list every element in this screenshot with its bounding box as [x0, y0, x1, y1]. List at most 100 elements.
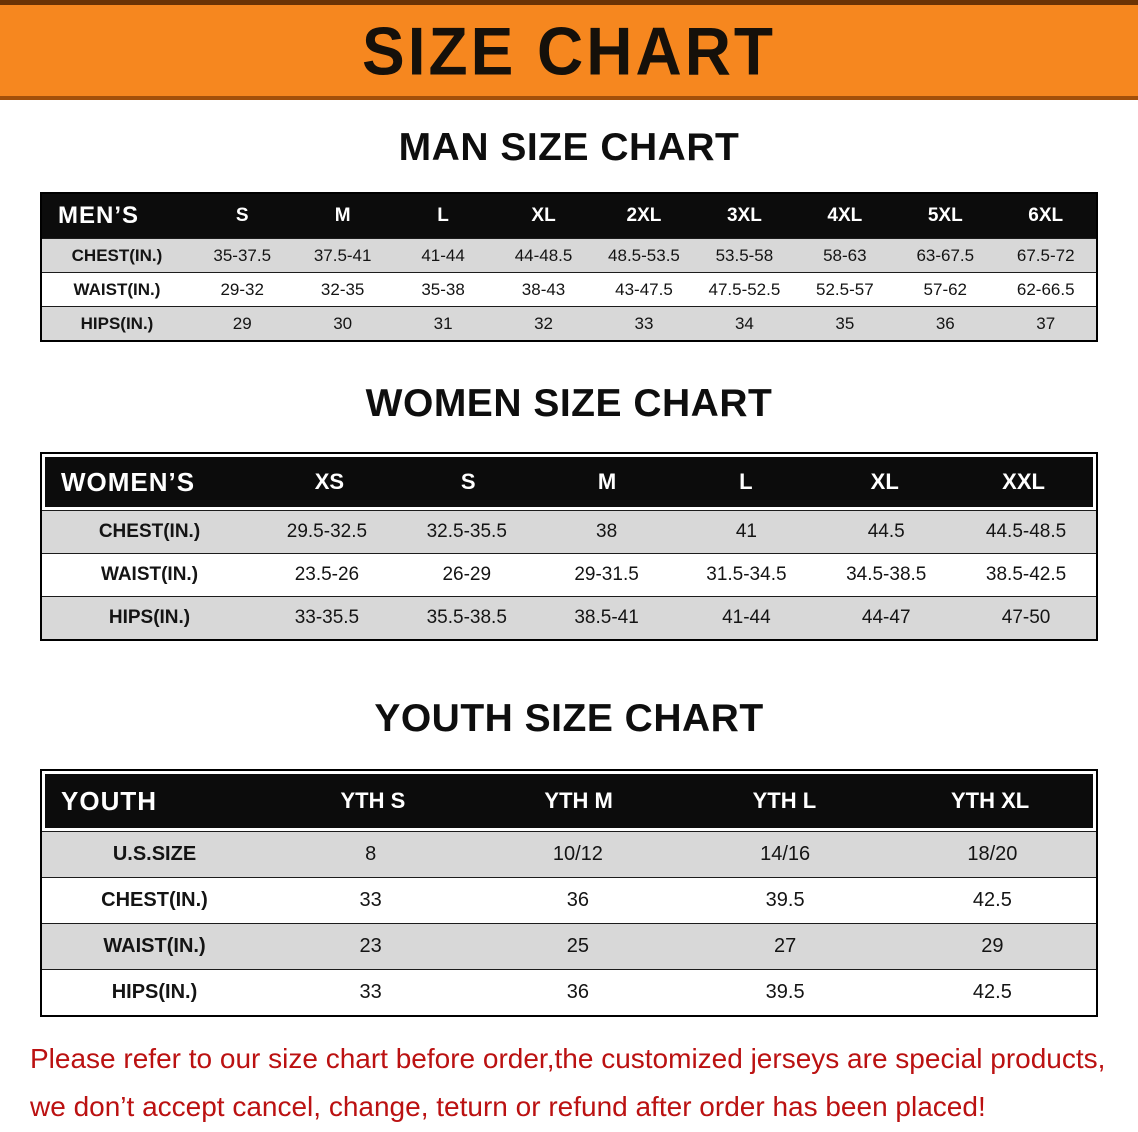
- cell-value: 25: [566, 935, 589, 957]
- cell-value: 38.5-42.5: [985, 564, 1067, 585]
- cell-value: 29: [981, 935, 1004, 957]
- row-label: CHEST(IN.): [71, 245, 163, 265]
- cell-value: 36: [935, 313, 955, 333]
- cell-value: 48.5-53.5: [608, 245, 680, 265]
- cell-value: 53.5-58: [715, 245, 774, 265]
- cell-value: 44.5: [867, 521, 905, 542]
- size-column-header: YTH L: [752, 788, 817, 813]
- table-row: WAIST(IN.) 23.5-26 26-29 29-31.5 31.5-34.5 34…: [42, 553, 1096, 596]
- cell-value: 8: [365, 843, 377, 865]
- cell-value: 41-44: [722, 607, 771, 628]
- size-column-header: S: [235, 205, 249, 226]
- cell-value: 39.5: [765, 981, 805, 1003]
- cell-value: 47-50: [1001, 607, 1051, 628]
- cell-value: 14/16: [760, 843, 811, 865]
- cell-value: 38.5-41: [574, 607, 639, 628]
- size-column-header: YTH XL: [951, 788, 1030, 813]
- table-row: CHEST(IN.) 35-37.5 37.5-41 41-44 44-48.5 48.5…: [42, 238, 1096, 272]
- cell-value: 62-66.5: [1016, 279, 1075, 299]
- man-section-heading: MAN SIZE CHART: [398, 126, 740, 169]
- size-column-header: XL: [531, 205, 556, 226]
- cell-value: 38-43: [521, 279, 566, 299]
- size-column-header: 4XL: [827, 205, 863, 226]
- cell-value: 29-32: [220, 279, 264, 299]
- cell-value: 44-47: [861, 607, 911, 628]
- table-row: HIPS(IN.) 33-35.5 35.5-38.5 38.5-41 41-44 44-…: [42, 596, 1096, 639]
- disclaimer: Please refer to our size chart before or…: [30, 1035, 1114, 1130]
- youth-size-table: YOUTH YTH S YTH M YTH L YTH XL U.S.SIZE 8 10/12…: [40, 769, 1098, 1017]
- row-label: HIPS(IN.): [80, 313, 154, 333]
- row-label: WAIST(IN.): [103, 935, 206, 957]
- table-header-row: WOMEN’S XS S M L XL XXL: [42, 454, 1096, 510]
- size-column-header: XS: [314, 469, 345, 494]
- cell-value: 42.5: [972, 889, 1012, 911]
- disclaimer-line-2: we don’t accept cancel, change, teturn o…: [30, 1090, 986, 1122]
- cell-value: 29: [232, 313, 252, 333]
- row-label: CHEST(IN.): [98, 521, 201, 542]
- cell-value: 39.5: [765, 889, 805, 911]
- disclaimer-line-1: Please refer to our size chart before or…: [30, 1043, 1106, 1074]
- size-column-header: L: [437, 205, 449, 226]
- cell-value: 37.5-41: [313, 245, 372, 265]
- row-label: WAIST(IN.): [100, 564, 199, 585]
- women-size-table: WOMEN’S XS S M L XL XXL CHEST(IN.) 29.5-32.5 32.5…: [40, 452, 1098, 641]
- youth-section-heading: YOUTH SIZE CHART: [374, 697, 764, 740]
- cell-value: 35: [835, 313, 855, 333]
- cell-value: 67.5-72: [1016, 245, 1075, 265]
- table-row: HIPS(IN.) 33 36 39.5 42.5: [42, 969, 1096, 1015]
- cell-value: 42.5: [972, 981, 1012, 1003]
- size-column-header: XL: [870, 469, 899, 494]
- cell-value: 44-48.5: [514, 245, 573, 265]
- size-column-header: M: [334, 205, 351, 226]
- size-column-header: 6XL: [1028, 205, 1064, 226]
- table-row: CHEST(IN.) 29.5-32.5 32.5-35.5 38 41 44.5 44.5…: [42, 510, 1096, 553]
- cell-value: 36: [566, 889, 589, 911]
- cell-value: 35-38: [421, 279, 465, 299]
- cell-value: 10/12: [552, 843, 603, 865]
- row-label: HIPS(IN.): [111, 981, 198, 1003]
- table-row: CHEST(IN.) 33 36 39.5 42.5: [42, 877, 1096, 923]
- size-column-header: XXL: [1002, 469, 1045, 494]
- table-row: WAIST(IN.) 23 25 27 29: [42, 923, 1096, 969]
- size-column-header: S: [460, 469, 476, 494]
- cell-value: 31.5-34.5: [706, 564, 787, 585]
- cell-value: 23.5-26: [294, 564, 360, 585]
- size-column-header: 5XL: [927, 205, 963, 226]
- cell-value: 27: [774, 935, 797, 957]
- cell-value: 41: [735, 521, 757, 542]
- table-title: YOUTH: [61, 785, 157, 816]
- cell-value: 35-37.5: [213, 245, 272, 265]
- cell-value: 33: [359, 981, 382, 1003]
- size-column-header: 2XL: [626, 205, 662, 226]
- cell-value: 47.5-52.5: [708, 279, 781, 299]
- row-label: CHEST(IN.): [101, 889, 208, 911]
- size-column-header: L: [739, 469, 753, 494]
- row-label: WAIST(IN.): [73, 279, 161, 299]
- table-row: WAIST(IN.) 29-32 32-35 35-38 38-43 43-47.5 47.…: [42, 272, 1096, 306]
- cell-value: 31: [433, 313, 453, 333]
- cell-value: 33-35.5: [294, 607, 360, 628]
- cell-value: 33: [359, 889, 382, 911]
- man-size-table: MEN’S S M L XL 2XL 3XL 4XL 5XL 6XL CHEST(IN.) 35-37…: [40, 192, 1098, 342]
- cell-value: 18/20: [967, 843, 1018, 865]
- cell-value: 29.5-32.5: [286, 521, 368, 542]
- cell-value: 41-44: [421, 245, 465, 265]
- table-header-row: MEN’S S M L XL 2XL 3XL 4XL 5XL 6XL: [42, 194, 1096, 238]
- cell-value: 32.5-35.5: [426, 521, 507, 542]
- cell-value: 37: [1036, 313, 1056, 333]
- row-label: U.S.SIZE: [112, 843, 197, 865]
- cell-value: 32: [534, 313, 553, 333]
- cell-value: 35.5-38.5: [426, 607, 507, 628]
- cell-value: 26-29: [442, 564, 492, 585]
- cell-value: 29-31.5: [574, 564, 639, 585]
- cell-value: 36: [566, 981, 589, 1003]
- cell-value: 23: [359, 935, 382, 957]
- cell-value: 34: [734, 313, 754, 333]
- cell-value: 43-47.5: [615, 279, 673, 299]
- size-column-header: YTH S: [340, 788, 406, 813]
- table-row: HIPS(IN.) 29 30 31 32 33 34 35 36 37: [42, 306, 1096, 340]
- page-title: SIZE CHART: [362, 12, 776, 89]
- women-section-heading: WOMEN SIZE CHART: [365, 382, 773, 425]
- table-row: U.S.SIZE 8 10/12 14/16 18/20: [42, 831, 1096, 877]
